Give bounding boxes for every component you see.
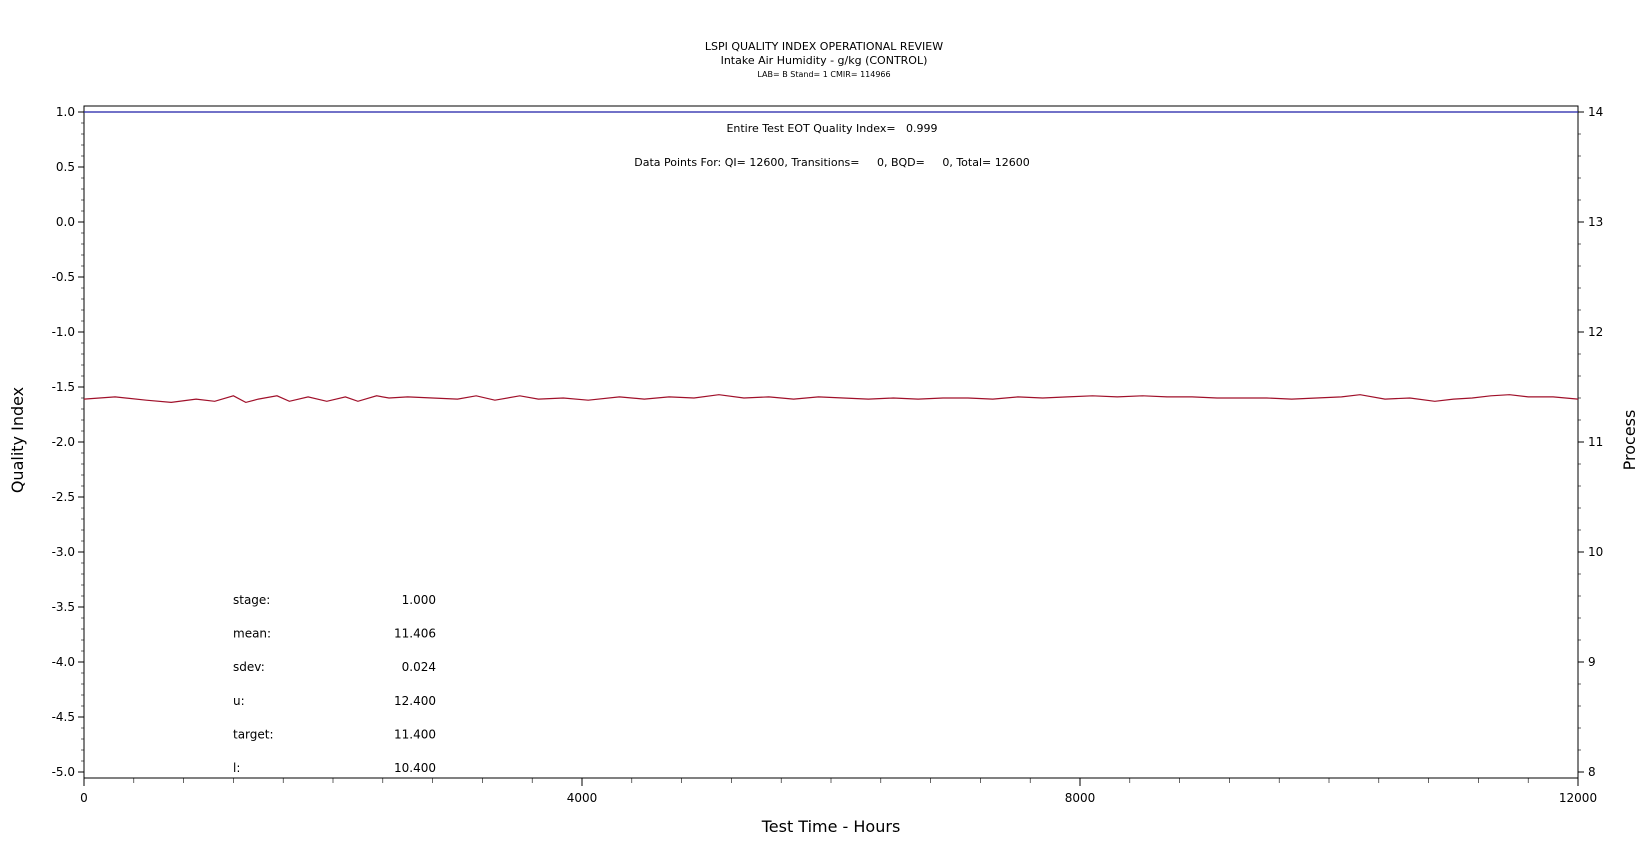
stat-value: 12.400 (394, 694, 436, 708)
y-right-tick-label: 8 (1588, 765, 1596, 779)
stat-value: 10.400 (394, 761, 436, 775)
y-left-tick-label: -1.0 (52, 325, 75, 339)
annotation-data-points: Data Points For: QI= 12600, Transitions=… (634, 156, 1029, 169)
plot-frame (83, 105, 1579, 779)
x-tick-label: 12000 (1559, 791, 1597, 805)
series-line-1 (83, 394, 1579, 404)
series-group (83, 111, 1579, 404)
stat-label: sdev: (233, 660, 265, 674)
y-left-tick-label: -4.5 (52, 710, 75, 724)
x-tick-label: 8000 (1065, 791, 1096, 805)
chart-subtitle: Intake Air Humidity - g/kg (CONTROL) (721, 54, 928, 67)
stat-value: 11.400 (394, 727, 436, 741)
annotation-quality-index: Entire Test EOT Quality Index= 0.999 (726, 122, 937, 135)
y-left-tick-label: -4.0 (52, 655, 75, 669)
stat-label: l: (233, 761, 240, 775)
y-left-tick-label: 0.0 (56, 215, 75, 229)
y-right-tick-label: 12 (1588, 325, 1603, 339)
chart-title: LSPI QUALITY INDEX OPERATIONAL REVIEW (705, 40, 943, 53)
stats-block: stage: 1.000 mean: 11.406 sdev: 0.024 u: 12.400… (233, 593, 436, 775)
axis-ticks: 1.0 0.5 0.0 -0.5 -1.0 -1.5 -2.0 -2.5 -3.0 -3.5 -4.… (52, 105, 1604, 805)
stat-value: 0.024 (402, 660, 436, 674)
y-left-tick-label: 1.0 (56, 105, 75, 119)
y-right-tick-label: 9 (1588, 655, 1596, 669)
stat-label: mean: (233, 627, 271, 641)
y-right-tick-label: 10 (1588, 545, 1603, 559)
x-axis-label: Test Time - Hours (761, 817, 901, 836)
x-tick-label: 0 (80, 791, 88, 805)
y-right-tick-label: 13 (1588, 215, 1603, 229)
y-axis-right-label: Process (1620, 410, 1639, 471)
y-axis-left-label: Quality Index (8, 387, 27, 493)
y-right-tick-label: 14 (1588, 105, 1603, 119)
y-left-tick-label: -0.5 (52, 270, 75, 284)
stat-label: u: (233, 694, 245, 708)
y-left-tick-label: 0.5 (56, 160, 75, 174)
y-left-tick-label: -3.0 (52, 545, 75, 559)
stat-label: stage: (233, 593, 270, 607)
x-tick-label: 4000 (567, 791, 598, 805)
stat-value: 1.000 (402, 593, 436, 607)
stat-label: target: (233, 727, 274, 741)
y-left-tick-label: -5.0 (52, 765, 75, 779)
y-left-tick-label: -3.5 (52, 600, 75, 614)
chart-subtitle-lab: LAB= B Stand= 1 CMIR= 114966 (757, 70, 890, 79)
y-right-tick-label: 11 (1588, 435, 1603, 449)
stat-value: 11.406 (394, 627, 436, 641)
y-left-tick-label: -2.5 (52, 490, 75, 504)
y-left-tick-label: -2.0 (52, 435, 75, 449)
y-left-tick-label: -1.5 (52, 380, 75, 394)
